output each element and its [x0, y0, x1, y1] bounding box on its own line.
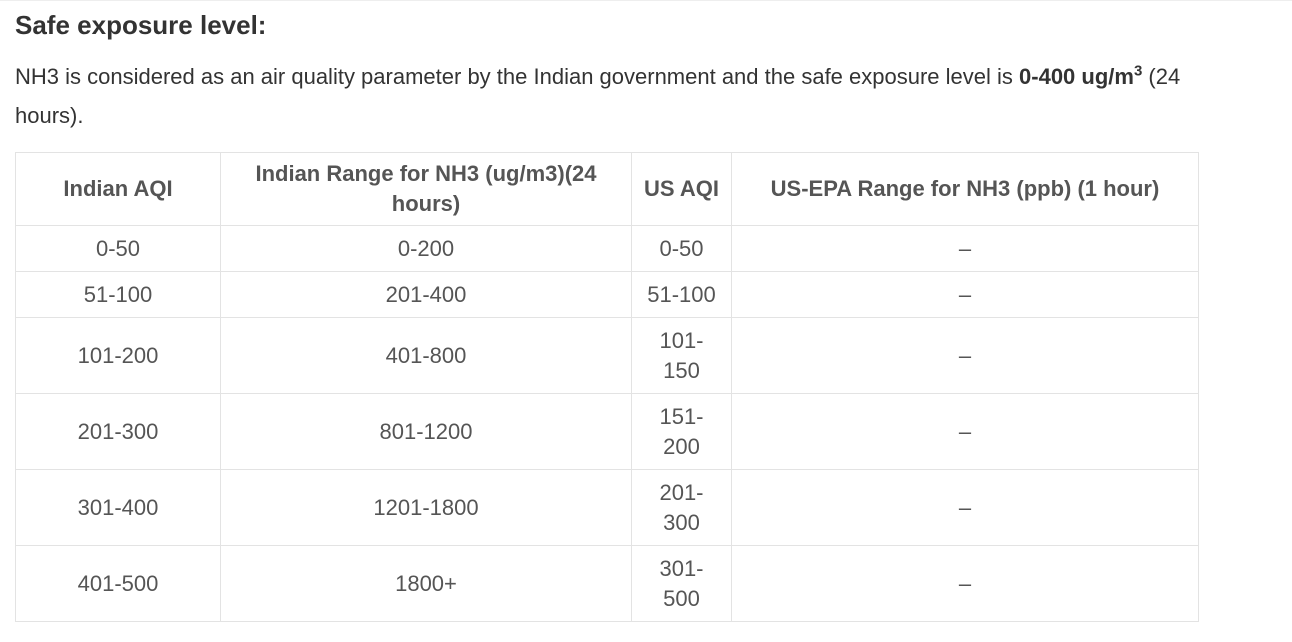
top-divider	[0, 0, 1292, 1]
cell-us-aqi: 101-150	[631, 317, 732, 394]
cell-us-aqi: 51-100	[631, 271, 732, 318]
cell-indian-aqi: 301-400	[15, 469, 221, 546]
cell-us-epa-range: –	[731, 393, 1199, 470]
cell-us-epa-range: –	[731, 545, 1199, 622]
cell-us-epa-range: –	[731, 271, 1199, 318]
table-row: 401-500 1800+ 301-500 –	[15, 545, 1199, 622]
cell-indian-range: 201-400	[220, 271, 632, 318]
cell-indian-range: 401-800	[220, 317, 632, 394]
cell-indian-aqi: 401-500	[15, 545, 221, 622]
aqi-range-table: Indian AQI Indian Range for NH3 (ug/m3)(…	[15, 152, 1199, 622]
table-row: 301-400 1201-1800 201-300 –	[15, 469, 1199, 546]
section-heading: Safe exposure level:	[15, 10, 267, 40]
cell-indian-aqi: 101-200	[15, 317, 221, 394]
cell-indian-aqi: 201-300	[15, 393, 221, 470]
table-row: 201-300 801-1200 151-200 –	[15, 393, 1199, 470]
header-us-aqi: US AQI	[631, 152, 732, 226]
cell-indian-aqi: 51-100	[15, 271, 221, 318]
cell-indian-range: 1201-1800	[220, 469, 632, 546]
header-indian-aqi: Indian AQI	[15, 152, 221, 226]
table-row: 0-50 0-200 0-50 –	[15, 225, 1199, 272]
cell-us-epa-range: –	[731, 317, 1199, 394]
cell-indian-aqi: 0-50	[15, 225, 221, 272]
cell-us-aqi: 0-50	[631, 225, 732, 272]
table-row: 51-100 201-400 51-100 –	[15, 271, 1199, 318]
cell-us-epa-range: –	[731, 469, 1199, 546]
article-content: Safe exposure level: NH3 is considered a…	[15, 0, 1215, 622]
cell-indian-range: 0-200	[220, 225, 632, 272]
unit-superscript: 3	[1133, 62, 1143, 80]
header-indian-range: Indian Range for NH3 (ug/m3)(24 hours)	[220, 152, 632, 226]
cell-indian-range: 801-1200	[220, 393, 632, 470]
cell-indian-range: 1800+	[220, 545, 632, 622]
cell-us-aqi: 151-200	[631, 393, 732, 470]
safe-level-value: 0-400 ug/m	[1019, 64, 1134, 89]
table-header-row: Indian AQI Indian Range for NH3 (ug/m3)(…	[15, 152, 1199, 226]
cell-us-aqi: 201-300	[631, 469, 732, 546]
table-row: 101-200 401-800 101-150 –	[15, 317, 1199, 394]
cell-us-aqi: 301-500	[631, 545, 732, 622]
intro-text: NH3 is considered as an air quality para…	[15, 64, 1020, 89]
intro-paragraph: NH3 is considered as an air quality para…	[15, 57, 1200, 135]
cell-us-epa-range: –	[731, 225, 1199, 272]
intro-suffix: (24 hours).	[15, 64, 1181, 128]
header-us-epa-range: US-EPA Range for NH3 (ppb) (1 hour)	[731, 152, 1199, 226]
